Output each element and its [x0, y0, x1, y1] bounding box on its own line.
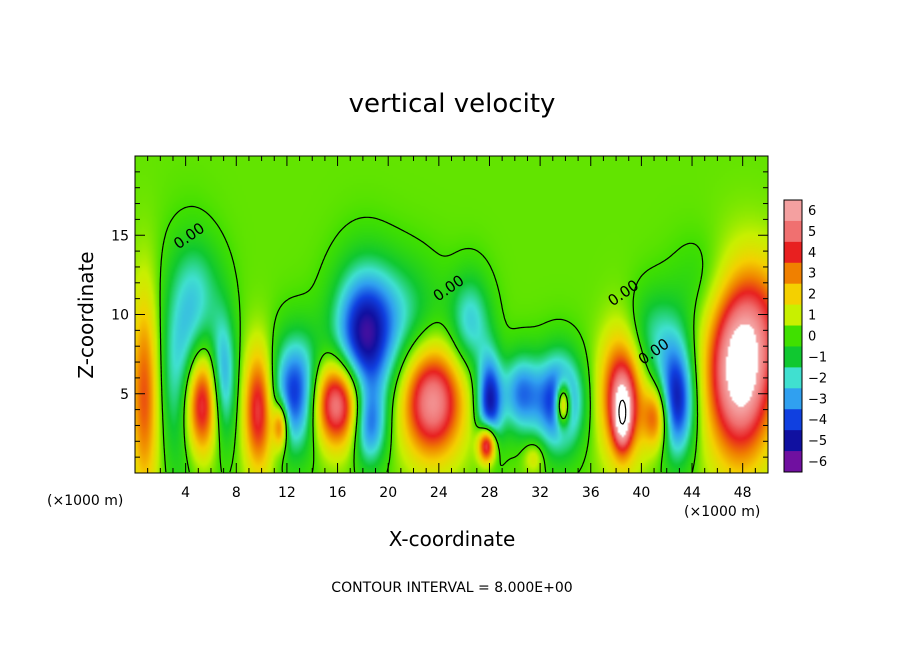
- x-tick-label: 44: [683, 485, 701, 501]
- contour-interval-footer: CONTOUR INTERVAL = 8.000E+00: [331, 580, 572, 596]
- colorbar-label: −6: [808, 455, 827, 470]
- heatmap-field: [135, 156, 768, 473]
- colorbar-label: 3: [808, 267, 816, 282]
- y-tick-label: 5: [120, 387, 129, 403]
- colorbar-swatch: [784, 346, 802, 368]
- y-tick-label: 15: [111, 228, 129, 244]
- colorbar-swatch: [784, 283, 802, 306]
- colorbar-label: 0: [808, 330, 816, 345]
- colorbar-label: 6: [808, 204, 816, 219]
- colorbar-swatch: [784, 325, 802, 347]
- x-tick-label: 4: [181, 485, 190, 501]
- colorbar-frame: [783, 199, 803, 473]
- y-axis-label: Z-coordinate: [74, 251, 98, 378]
- colorbar-label: −4: [808, 413, 827, 428]
- plot-area: 0.000.00 0.000.00: [134, 155, 769, 474]
- colorbar-label: 1: [808, 309, 816, 324]
- x-tick-label: 8: [232, 485, 241, 501]
- colorbar-label: −2: [808, 371, 827, 386]
- colorbar-label: −5: [808, 434, 827, 449]
- x-tick-label: 40: [632, 485, 650, 501]
- colorbar-swatch: [784, 367, 802, 389]
- colorbar-swatch: [784, 304, 802, 327]
- colorbar-swatch: [784, 241, 802, 264]
- y-axis: 5 10 15: [111, 155, 768, 474]
- x-axis-label: X-coordinate: [389, 527, 516, 551]
- contour-lines: [159, 205, 704, 473]
- colorbar-swatch: [784, 409, 802, 431]
- colorbar-swatch: [784, 388, 802, 410]
- chart-title: vertical velocity: [349, 89, 556, 119]
- colorbar: 6 5 4 3 2 1 0 −1 −2 −3 −4 −5 −6: [783, 199, 827, 473]
- colorbar-swatch: [784, 220, 802, 243]
- x-tick-label: 12: [278, 485, 296, 501]
- colorbar-label: 5: [808, 225, 816, 240]
- y-tick-label: 10: [111, 308, 129, 324]
- x-unit-label-right: (×1000 m): [684, 504, 760, 520]
- colorbar-swatch: [784, 451, 802, 473]
- colorbar-label: 2: [808, 288, 816, 303]
- x-tick-label: 20: [379, 485, 397, 501]
- contour-zero-or-positive: [159, 205, 704, 473]
- x-tick-label: 36: [582, 485, 600, 501]
- x-tick-label: 32: [531, 485, 549, 501]
- x-axis: 4 8 12 16 20 24 28 32 36 40 44 48: [134, 156, 769, 501]
- contour-zero-or-positive: [618, 399, 627, 425]
- x-tick-label: 28: [481, 485, 499, 501]
- colorbar-label: 4: [808, 246, 816, 261]
- x-unit-label-left: (×1000 m): [47, 493, 123, 509]
- colorbar-label: −3: [808, 392, 827, 407]
- colorbar-swatch: [784, 200, 802, 222]
- colorbar-swatch: [784, 262, 802, 285]
- colorbar-swatch: [784, 430, 802, 452]
- x-tick-label: 16: [329, 485, 347, 501]
- x-tick-label: 48: [734, 485, 752, 501]
- colorbar-label: −1: [808, 350, 827, 365]
- x-tick-label: 24: [430, 485, 448, 501]
